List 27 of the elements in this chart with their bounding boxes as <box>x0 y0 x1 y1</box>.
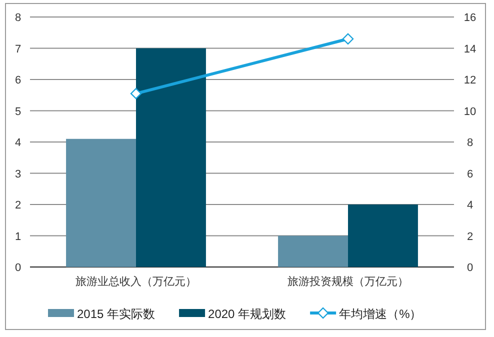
y2-tick-label: 0 <box>466 262 474 274</box>
x-tick-label: 旅游投资规模（万亿元） <box>288 275 408 288</box>
y-tick-label: 2 <box>14 200 22 212</box>
bar <box>348 204 418 267</box>
bar <box>136 48 206 267</box>
legend-label: 2020 年规划数 <box>208 307 286 321</box>
x-tick-label: 旅游业总收入（万亿元） <box>76 275 196 288</box>
y-tick-label: 6 <box>14 74 22 86</box>
y2-tick-label: 6 <box>466 168 474 180</box>
bar <box>66 138 136 267</box>
bar <box>278 236 348 267</box>
y2-tick-label: 4 <box>466 200 474 212</box>
y-tick-label: 3 <box>14 168 22 180</box>
y2-tick-label: 2 <box>466 230 474 243</box>
y2-tick-label: 8 <box>466 137 474 149</box>
legend-label: 2015 年实际数 <box>77 307 156 321</box>
y-tick-label: 0 <box>14 262 22 274</box>
legend-label: 年均增速（%） <box>339 307 422 321</box>
y-tick-label: 8 <box>14 12 22 24</box>
y2-tick-label: 10 <box>464 106 476 118</box>
y2-tick-label: 14 <box>464 43 476 56</box>
y-tick-label: 7 <box>14 43 22 56</box>
y-tick-label: 5 <box>14 106 22 118</box>
y2-tick-label: 12 <box>464 74 476 86</box>
y-tick-label: 1 <box>14 230 22 243</box>
y2-tick-label: 16 <box>464 12 476 24</box>
y-tick-label: 4 <box>14 137 22 149</box>
